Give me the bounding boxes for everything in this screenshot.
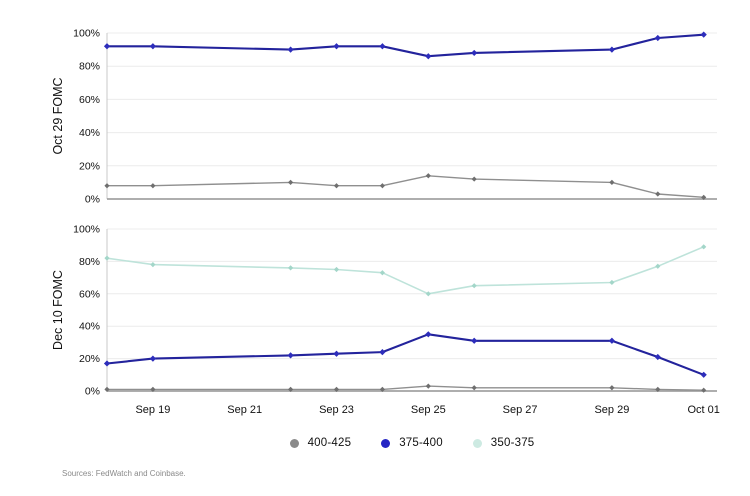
legend-dot-icon [289, 438, 299, 448]
series-marker-375-400 [333, 350, 340, 357]
legend-label: 400-425 [307, 437, 352, 449]
y-tick-label: 60% [79, 288, 100, 300]
series-line-400-425 [107, 385, 704, 391]
chart-title: Dec 10 FOMC [51, 270, 65, 350]
series-marker-350-375 [288, 265, 294, 271]
series-marker-375-400 [700, 371, 707, 378]
y-tick-label: 20% [79, 353, 100, 365]
series-line-350-375 [106, 246, 705, 295]
x-tick-label: Sep 25 [411, 404, 446, 416]
series-marker-350-375 [471, 283, 477, 289]
x-tick-label: Sep 19 [135, 404, 170, 416]
y-tick-label: 40% [79, 127, 100, 139]
legend-item-400-425: 400-425 [289, 437, 352, 449]
series-marker-350-375 [104, 255, 110, 261]
y-tick-label: 40% [79, 321, 100, 333]
series-marker-400-425 [288, 179, 294, 185]
series-line-375-400 [106, 333, 705, 376]
series-marker-400-425 [655, 191, 661, 197]
series-marker-375-400 [425, 53, 432, 60]
series-marker-400-425 [655, 386, 661, 392]
series-marker-400-425 [471, 385, 477, 391]
series-line-375-400 [107, 33, 704, 58]
series-marker-400-425 [104, 386, 110, 392]
legend-item-375-400: 375-400 [381, 437, 443, 449]
series-marker-400-425 [609, 385, 615, 391]
legend-item-350-375: 350-375 [472, 437, 535, 449]
series-marker-375-400 [654, 353, 661, 361]
chart-title: Oct 29 FOMC [51, 77, 65, 154]
series-marker-400-425 [425, 383, 431, 389]
series-marker-375-400 [287, 46, 294, 53]
series-marker-350-375 [655, 263, 661, 269]
series-marker-375-400 [287, 352, 294, 359]
series-marker-350-375 [425, 291, 431, 297]
source-note: Sources: FedWatch and Coinbase. [62, 469, 186, 478]
series-marker-375-400 [425, 331, 432, 338]
series-marker-400-425 [701, 194, 707, 200]
x-tick-label: Sep 29 [594, 404, 629, 416]
series-marker-400-425 [333, 386, 340, 392]
legend: 400-425 375-400 350-375 [107, 437, 717, 449]
series-marker-400-425 [288, 386, 294, 392]
series-marker-350-375 [701, 244, 707, 250]
series-marker-400-425 [609, 179, 615, 185]
series-marker-400-425 [425, 173, 431, 179]
series-marker-375-400 [149, 43, 156, 50]
y-tick-label: 80% [79, 61, 100, 73]
series-marker-400-425 [379, 386, 385, 392]
y-tick-label: 80% [79, 256, 100, 268]
y-tick-label: 20% [79, 160, 100, 172]
series-marker-375-400 [379, 349, 386, 356]
legend-label: 375-400 [399, 437, 443, 449]
series-marker-400-425 [150, 183, 156, 189]
y-tick-label: 60% [79, 94, 100, 106]
series-marker-375-400 [471, 337, 478, 344]
charts-canvas: 0% 20% 40% 60% 80% 100% Oct 29 FOMC 0% 20% 40% 60%… [51, 28, 720, 417]
y-tick-label: 0% [85, 194, 100, 206]
series-marker-350-375 [609, 279, 615, 286]
series-marker-350-375 [379, 270, 385, 276]
series-marker-375-400 [471, 49, 478, 57]
series-marker-375-400 [654, 34, 661, 42]
legend-dot-icon [472, 438, 482, 448]
series-marker-375-400 [379, 43, 386, 50]
y-tick-label: 100% [73, 28, 100, 40]
series-marker-375-400 [149, 355, 156, 362]
series-marker-375-400 [103, 360, 111, 367]
series-marker-350-375 [150, 262, 156, 268]
series-marker-375-400 [608, 46, 615, 53]
y-tick-label: 100% [73, 224, 100, 236]
series-marker-350-375 [333, 266, 340, 273]
x-tick-label: Oct 01 [687, 404, 719, 416]
series-line-400-425 [107, 175, 704, 198]
series-marker-375-400 [700, 31, 707, 38]
x-tick-label: Sep 23 [319, 404, 354, 416]
series-marker-375-400 [608, 337, 615, 344]
x-tick-label: Sep 21 [227, 404, 262, 416]
legend-label: 350-375 [490, 437, 535, 449]
series-marker-400-425 [333, 183, 340, 189]
series-marker-400-425 [701, 387, 707, 393]
series-marker-400-425 [104, 183, 110, 189]
x-tick-label: Sep 27 [503, 404, 538, 416]
series-marker-400-425 [471, 176, 477, 182]
legend-dot-icon [381, 438, 391, 448]
series-marker-400-425 [150, 386, 156, 392]
series-marker-375-400 [103, 43, 111, 50]
series-marker-375-400 [333, 43, 340, 50]
y-tick-label: 0% [85, 386, 100, 398]
series-marker-400-425 [379, 183, 385, 189]
